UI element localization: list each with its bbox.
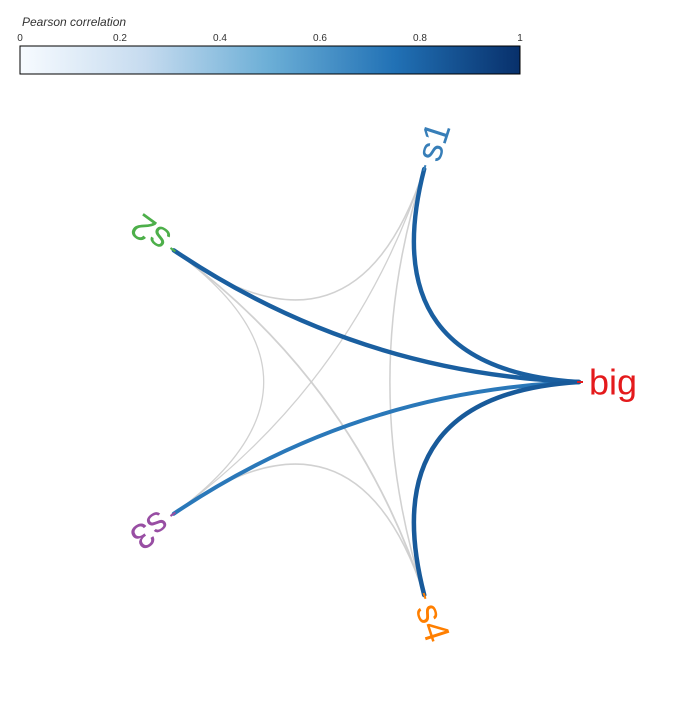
node-label-s3: s3 <box>123 503 178 559</box>
legend-tick-label: 0.8 <box>413 33 427 44</box>
node-label-big: big <box>589 362 637 403</box>
node-label-s4: s4 <box>408 598 459 647</box>
edge-big-s1 <box>411 166 582 385</box>
colorbar <box>19 45 521 75</box>
legend-tick-label: 0.2 <box>113 33 127 44</box>
edge-big-s4 <box>411 379 582 598</box>
edge-s2-s4 <box>172 249 426 596</box>
colorbar-legend: Pearson correlation 0 0.2 0.4 0.6 0.8 1 <box>17 15 523 75</box>
node-marker-s3 <box>169 511 176 517</box>
node-marker-s2 <box>169 247 176 253</box>
legend-tick-label: 0.6 <box>313 33 327 44</box>
edge-s2-s3 <box>173 249 265 515</box>
node-label-s1: s1 <box>408 117 459 166</box>
edges <box>171 166 582 598</box>
legend-tick-label: 0 <box>17 33 23 44</box>
edge-big-s2 <box>171 248 582 385</box>
node-label-s2: s2 <box>123 206 178 262</box>
edge-big-s3 <box>171 379 582 516</box>
edge-s1-s4 <box>389 168 425 596</box>
edge-s1-s3 <box>173 168 425 515</box>
legend-title: Pearson correlation <box>22 15 126 29</box>
node-marker-s4 <box>422 592 427 600</box>
legend-tick-label: 0.4 <box>213 33 227 44</box>
legend-tick-label: 1 <box>517 33 523 44</box>
node-marker-s1 <box>422 164 427 172</box>
